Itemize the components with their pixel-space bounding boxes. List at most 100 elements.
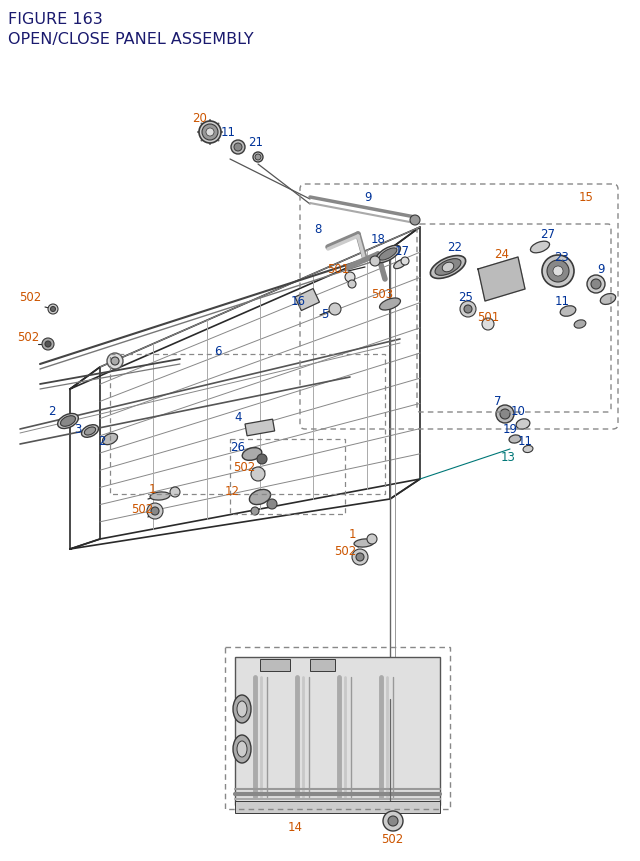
- Ellipse shape: [574, 320, 586, 329]
- Circle shape: [170, 487, 180, 498]
- Text: 16: 16: [291, 295, 305, 308]
- Ellipse shape: [430, 257, 466, 279]
- Ellipse shape: [435, 259, 461, 276]
- Ellipse shape: [523, 446, 533, 453]
- Circle shape: [356, 554, 364, 561]
- Text: 26: 26: [230, 441, 246, 454]
- Text: 501: 501: [327, 263, 349, 276]
- Ellipse shape: [237, 741, 247, 757]
- Bar: [230, 439, 345, 514]
- Text: 502: 502: [233, 461, 255, 474]
- Ellipse shape: [234, 144, 242, 152]
- Ellipse shape: [547, 261, 569, 282]
- Ellipse shape: [516, 419, 530, 430]
- Ellipse shape: [600, 294, 616, 305]
- Circle shape: [388, 816, 398, 826]
- Bar: [235, 657, 440, 805]
- Text: 20: 20: [193, 111, 207, 124]
- Text: 501: 501: [477, 311, 499, 324]
- Ellipse shape: [250, 490, 271, 505]
- Ellipse shape: [531, 242, 550, 253]
- Ellipse shape: [560, 307, 576, 317]
- Bar: [260, 660, 290, 672]
- Circle shape: [329, 304, 341, 316]
- Text: 19: 19: [502, 423, 518, 436]
- Text: 5: 5: [321, 308, 329, 321]
- Circle shape: [42, 338, 54, 350]
- Text: FIGURE 163: FIGURE 163: [8, 12, 103, 27]
- Ellipse shape: [231, 141, 245, 155]
- Text: 18: 18: [371, 233, 385, 246]
- Text: 9: 9: [597, 263, 605, 276]
- Circle shape: [257, 455, 267, 464]
- Ellipse shape: [354, 539, 374, 548]
- Circle shape: [107, 354, 123, 369]
- Text: 7: 7: [494, 395, 502, 408]
- Ellipse shape: [380, 299, 401, 311]
- Text: 11: 11: [221, 126, 236, 139]
- Bar: [235, 801, 440, 813]
- Ellipse shape: [206, 129, 214, 137]
- Ellipse shape: [199, 122, 221, 144]
- Text: 24: 24: [495, 248, 509, 261]
- Circle shape: [367, 535, 377, 544]
- Text: 503: 503: [371, 288, 393, 301]
- Ellipse shape: [542, 256, 574, 288]
- Text: 2: 2: [48, 405, 56, 418]
- Text: 17: 17: [394, 245, 410, 258]
- Circle shape: [251, 468, 265, 481]
- Circle shape: [345, 273, 355, 282]
- Circle shape: [464, 306, 472, 313]
- Text: 11: 11: [518, 435, 532, 448]
- Bar: [310, 660, 335, 672]
- Circle shape: [500, 410, 510, 419]
- Text: 27: 27: [541, 228, 556, 241]
- Bar: [245, 419, 275, 437]
- Circle shape: [352, 549, 368, 566]
- Text: 6: 6: [214, 345, 221, 358]
- Ellipse shape: [553, 267, 563, 276]
- Ellipse shape: [376, 246, 401, 263]
- Ellipse shape: [81, 425, 99, 437]
- Ellipse shape: [255, 155, 261, 161]
- Circle shape: [370, 257, 380, 267]
- Ellipse shape: [394, 260, 406, 269]
- Text: 1: 1: [348, 528, 356, 541]
- Circle shape: [591, 280, 601, 289]
- Circle shape: [147, 504, 163, 519]
- Text: 10: 10: [511, 405, 525, 418]
- Circle shape: [267, 499, 277, 510]
- Ellipse shape: [253, 152, 263, 163]
- Text: 3: 3: [74, 423, 82, 436]
- Text: 23: 23: [555, 251, 570, 264]
- Text: 9: 9: [364, 191, 372, 204]
- Text: 502: 502: [381, 833, 403, 846]
- Text: 15: 15: [579, 191, 593, 204]
- Bar: [225, 647, 450, 809]
- Ellipse shape: [237, 701, 247, 717]
- Circle shape: [51, 307, 56, 313]
- Circle shape: [401, 257, 409, 266]
- Ellipse shape: [84, 427, 95, 436]
- Circle shape: [45, 342, 51, 348]
- Circle shape: [410, 216, 420, 226]
- Circle shape: [496, 406, 514, 424]
- Text: 1: 1: [148, 483, 156, 496]
- Ellipse shape: [442, 263, 454, 272]
- Bar: [295, 289, 319, 311]
- Circle shape: [348, 281, 356, 288]
- Ellipse shape: [102, 434, 118, 445]
- Text: 4: 4: [234, 411, 242, 424]
- Ellipse shape: [379, 249, 397, 261]
- Text: 21: 21: [248, 135, 264, 148]
- Circle shape: [251, 507, 259, 516]
- Text: 14: 14: [287, 821, 303, 833]
- Ellipse shape: [233, 735, 251, 763]
- Text: 502: 502: [19, 291, 41, 304]
- Text: 12: 12: [225, 485, 239, 498]
- Ellipse shape: [61, 416, 76, 427]
- Text: 25: 25: [459, 291, 474, 304]
- Circle shape: [111, 357, 119, 366]
- Text: 502: 502: [17, 331, 39, 344]
- Text: 13: 13: [500, 451, 515, 464]
